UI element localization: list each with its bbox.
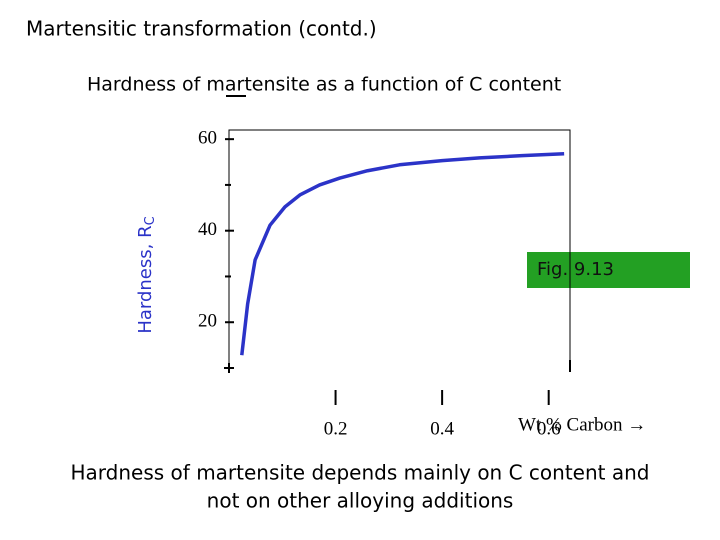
y-axis-label: Hardness, RC [135, 216, 158, 333]
plot-frame [228, 129, 571, 368]
figure-label-box [527, 252, 690, 288]
data-line [240, 152, 565, 356]
y-axis-label-sub: C [143, 216, 158, 225]
slide-title: Martensitic transformation (contd.) [26, 17, 377, 41]
x-tick-label: 0.6 [537, 418, 561, 439]
caption: not on other alloying additions [207, 489, 514, 513]
y-tick-label: 40 [198, 219, 217, 240]
figure-label: Fig. 9.13 [537, 259, 614, 280]
chart-title: Hardness of martensite as a function of … [87, 74, 561, 96]
y-tick-label: 60 [198, 128, 217, 149]
x-tick-label: 0.2 [324, 418, 348, 439]
caption: Hardness of martensite depends mainly on… [71, 461, 650, 485]
x-axis-label: Wt % Carbon → [518, 414, 646, 435]
y-axis-label-main: Hardness, R [135, 225, 156, 333]
y-tick-label: 20 [198, 311, 217, 332]
x-tick-label: 0.4 [430, 418, 454, 439]
